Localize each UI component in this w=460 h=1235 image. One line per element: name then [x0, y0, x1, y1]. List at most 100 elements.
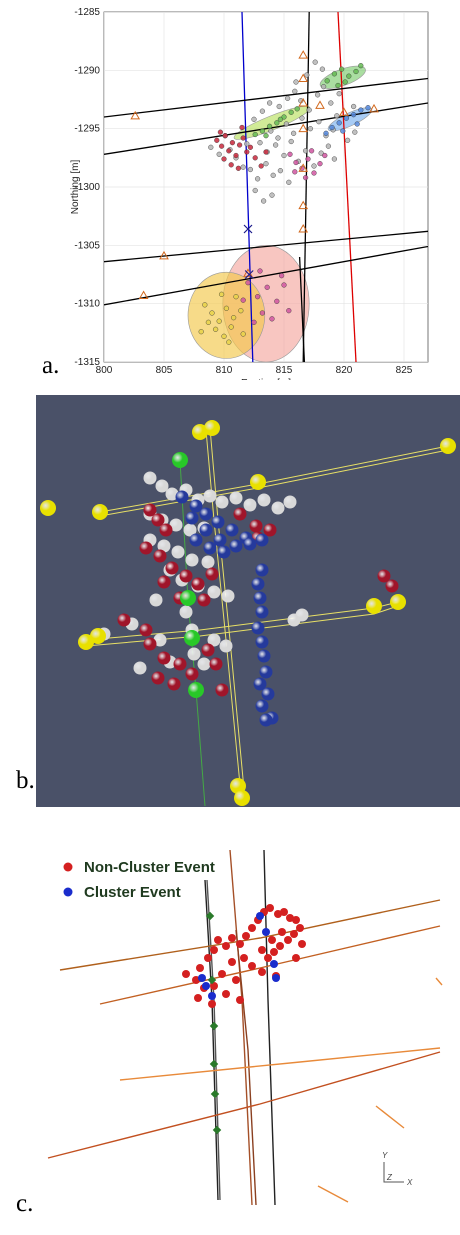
panel-b-label: b.: [16, 767, 35, 794]
event-point: [222, 942, 230, 950]
event-sphere: [184, 630, 200, 646]
event-sphere: [171, 545, 185, 559]
cross-marker: [243, 224, 253, 234]
event-sphere: [157, 575, 171, 589]
event-sphere: [366, 598, 382, 614]
well-line: [204, 879, 219, 1201]
y-tick-label: -1300: [74, 182, 100, 193]
event-sphere: [249, 519, 263, 533]
event-sphere: [295, 608, 309, 622]
event-sphere: [207, 633, 221, 647]
event-sphere: [259, 713, 273, 727]
y-tick-label: -1290: [74, 65, 100, 76]
legend-marker: [63, 862, 73, 872]
sensor-triangle: [298, 123, 309, 133]
event-point: [247, 166, 254, 173]
event-sphere: [172, 452, 188, 468]
event-sphere: [179, 605, 193, 619]
event-sphere: [173, 657, 187, 671]
event-sphere: [179, 569, 193, 583]
event-point: [340, 128, 346, 134]
event-point: [309, 148, 315, 154]
event-point: [281, 152, 287, 159]
well-line: [435, 977, 443, 986]
event-point: [248, 924, 256, 932]
event-point: [322, 152, 328, 159]
event-point: [279, 273, 285, 279]
event-sphere: [157, 539, 171, 553]
event-point: [255, 176, 261, 182]
event-point: [278, 928, 286, 936]
event-sphere: [185, 511, 199, 525]
x-tick-label: 805: [156, 365, 173, 376]
event-sphere: [40, 500, 56, 516]
event-point: [264, 284, 270, 290]
event-sphere: [251, 621, 265, 635]
event-point: [285, 95, 291, 101]
event-point: [259, 310, 266, 316]
event-point: [229, 140, 236, 146]
sensor-diamond: [212, 1125, 222, 1135]
event-sphere: [253, 591, 267, 605]
event-point: [221, 333, 227, 339]
event-point: [319, 66, 326, 72]
well-line: [119, 1047, 441, 1081]
event-point: [293, 159, 299, 166]
event-point: [226, 148, 232, 154]
panel-c: Non-Cluster Event Cluster Event Y Z X c.: [0, 830, 460, 1230]
event-sphere: [187, 647, 201, 661]
legend-marker: [63, 887, 73, 897]
event-point: [317, 161, 323, 167]
event-point: [284, 936, 292, 944]
event-sphere: [153, 549, 167, 563]
event-sphere: [201, 643, 215, 657]
sensor-triangle: [138, 290, 149, 299]
event-point: [236, 996, 244, 1004]
event-point: [262, 928, 270, 936]
event-sphere: [197, 593, 211, 607]
event-sphere: [440, 438, 456, 454]
event-point: [240, 297, 246, 303]
event-point: [261, 198, 267, 204]
event-point: [292, 954, 300, 962]
well-line: [263, 849, 276, 1206]
event-sphere: [167, 677, 181, 691]
x-tick-label: 815: [276, 365, 293, 376]
event-point: [228, 324, 234, 330]
event-point: [305, 156, 311, 162]
legend-label: Non-Cluster Event: [84, 859, 215, 876]
event-sphere: [263, 523, 277, 537]
event-point: [303, 175, 309, 181]
event-point: [223, 305, 230, 311]
event-point: [303, 148, 309, 154]
event-sphere: [271, 501, 285, 515]
event-point: [323, 130, 329, 136]
event-point: [276, 942, 284, 950]
event-sphere: [225, 523, 239, 537]
panel-b: b.: [0, 392, 460, 812]
event-point: [315, 92, 321, 98]
well-line: [85, 605, 399, 647]
cluster-ellipse: [187, 271, 266, 359]
event-point: [232, 976, 240, 984]
axis-z-label: Z: [386, 1173, 393, 1182]
event-point: [293, 79, 299, 85]
event-point: [257, 140, 263, 146]
event-sphere: [201, 555, 215, 569]
event-point: [202, 302, 208, 308]
event-sphere: [204, 420, 220, 436]
event-sphere: [215, 495, 229, 509]
event-point: [222, 133, 228, 139]
event-point: [266, 904, 274, 912]
panel-a: 800 805 810 815 820 825 -1285 -1290 -1295 -1300 -1…: [0, 0, 460, 389]
event-point: [288, 109, 294, 115]
well-line: [206, 879, 221, 1201]
event-point: [252, 187, 258, 194]
event-sphere: [219, 639, 233, 653]
event-point: [269, 316, 275, 322]
event-sphere: [255, 605, 269, 619]
event-point: [213, 326, 219, 332]
panel-c-render: Non-Cluster Event Cluster Event Y Z X: [47, 849, 443, 1206]
event-sphere: [175, 490, 189, 504]
sensor-triangle: [298, 163, 309, 172]
